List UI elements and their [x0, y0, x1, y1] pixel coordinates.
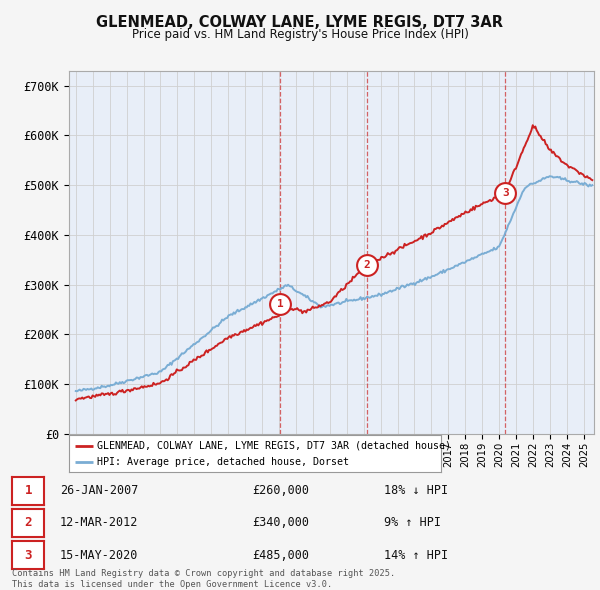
Text: £485,000: £485,000 [252, 549, 309, 562]
Text: HPI: Average price, detached house, Dorset: HPI: Average price, detached house, Dors… [97, 457, 349, 467]
Text: £260,000: £260,000 [252, 484, 309, 497]
Text: GLENMEAD, COLWAY LANE, LYME REGIS, DT7 3AR (detached house): GLENMEAD, COLWAY LANE, LYME REGIS, DT7 3… [97, 441, 451, 451]
Text: 2: 2 [25, 516, 32, 529]
Text: 26-JAN-2007: 26-JAN-2007 [60, 484, 139, 497]
Text: 18% ↓ HPI: 18% ↓ HPI [384, 484, 448, 497]
Text: 12-MAR-2012: 12-MAR-2012 [60, 516, 139, 529]
Text: 3: 3 [502, 188, 509, 198]
Text: 3: 3 [25, 549, 32, 562]
Text: Contains HM Land Registry data © Crown copyright and database right 2025.
This d: Contains HM Land Registry data © Crown c… [12, 569, 395, 589]
Text: Price paid vs. HM Land Registry's House Price Index (HPI): Price paid vs. HM Land Registry's House … [131, 28, 469, 41]
Text: 1: 1 [277, 299, 284, 309]
Text: 14% ↑ HPI: 14% ↑ HPI [384, 549, 448, 562]
Text: 9% ↑ HPI: 9% ↑ HPI [384, 516, 441, 529]
Text: GLENMEAD, COLWAY LANE, LYME REGIS, DT7 3AR: GLENMEAD, COLWAY LANE, LYME REGIS, DT7 3… [97, 15, 503, 30]
Text: 15-MAY-2020: 15-MAY-2020 [60, 549, 139, 562]
Text: £340,000: £340,000 [252, 516, 309, 529]
Text: 1: 1 [25, 484, 32, 497]
Text: 2: 2 [364, 260, 370, 270]
